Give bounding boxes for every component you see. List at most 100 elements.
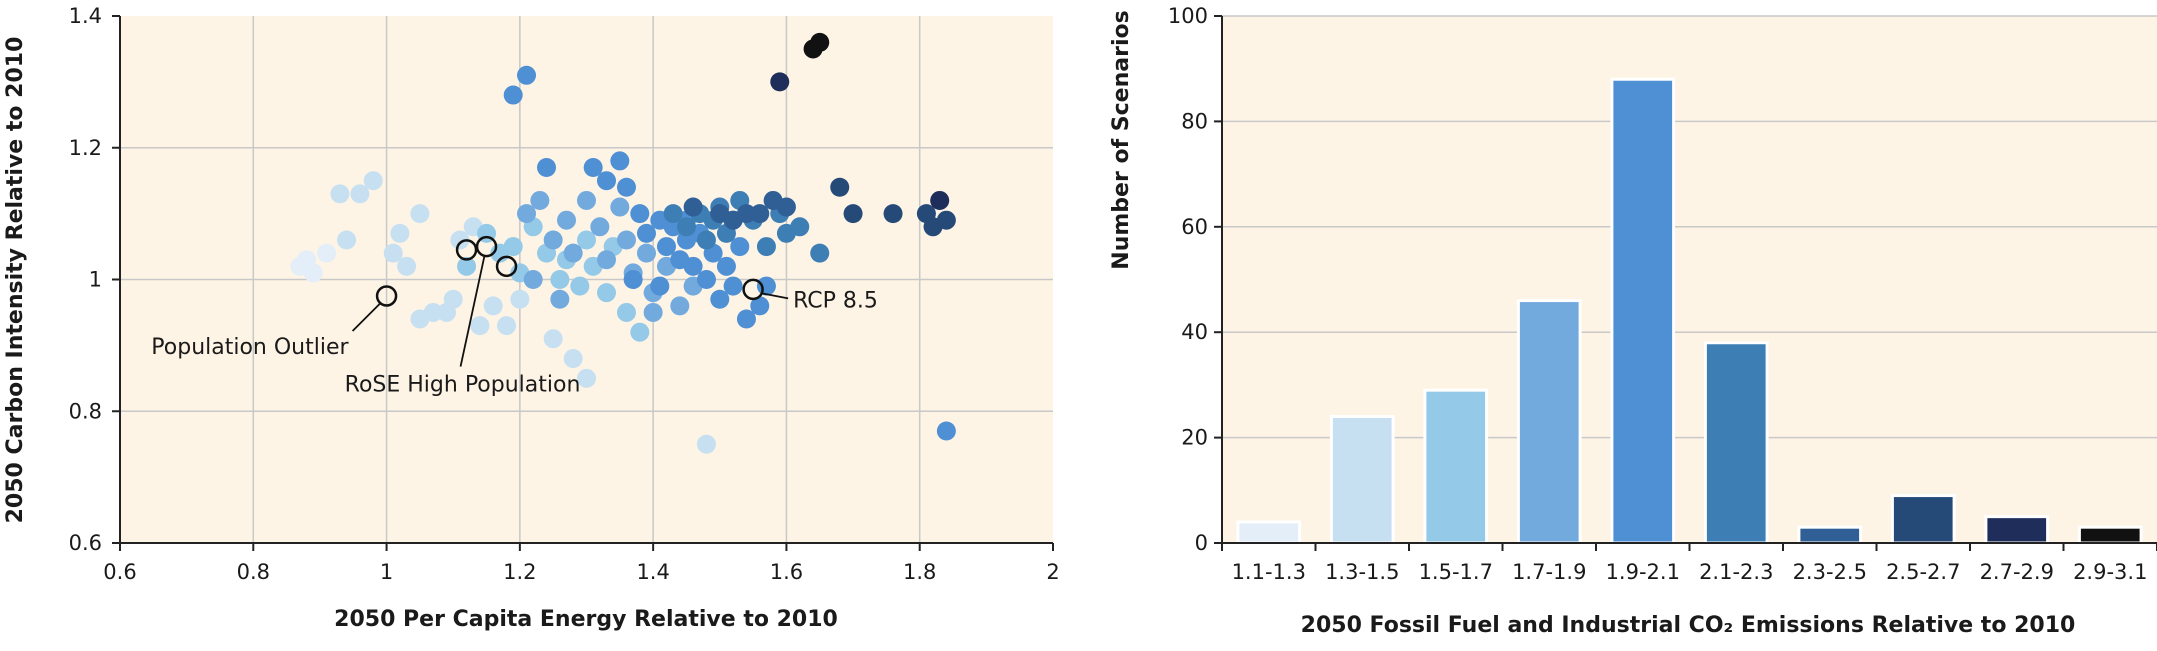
bar <box>1329 415 1395 545</box>
scatter-point <box>710 289 730 309</box>
bar-x-axis-title: 2050 Fossil Fuel and Industrial CO₂ Emis… <box>1301 613 2076 638</box>
scatter-point <box>563 243 583 263</box>
scatter-point <box>390 223 410 243</box>
scatter-point <box>756 237 776 257</box>
scatter-x-tick-label: 1.6 <box>770 560 803 584</box>
highlighted-point <box>495 255 518 278</box>
scatter-point <box>397 256 417 276</box>
scatter-point <box>716 256 736 276</box>
scatter-point <box>610 151 630 171</box>
scatter-y-tick-labels: 0.6 0.8 1 1.2 1.4 <box>69 4 102 555</box>
scatter-point <box>497 316 517 336</box>
highlighted-point <box>375 285 398 307</box>
bar <box>1236 520 1302 545</box>
annotation-leader-line <box>351 302 382 332</box>
bar-x-tick-label: 2.9-3.1 <box>2073 560 2147 584</box>
scatter-point <box>736 309 756 329</box>
scatter-point <box>470 316 490 336</box>
bar <box>1423 388 1489 545</box>
scatter-point <box>616 177 636 197</box>
scatter-x-tick-label: 2 <box>1046 560 1059 584</box>
bar-y-axis-title: Number of Scenarios <box>1109 10 1134 269</box>
scatter-point <box>670 296 690 316</box>
scatter-point <box>770 72 790 92</box>
scatter-point <box>650 276 670 296</box>
scatter-point <box>810 32 830 52</box>
bar-x-tick-label: 1.7-1.9 <box>1512 560 1586 584</box>
scatter-y-tick-label: 0.8 <box>69 399 102 423</box>
scatter-point <box>570 276 590 296</box>
bar-x-tick-label: 2.5-2.7 <box>1886 560 1960 584</box>
bar <box>1797 525 1863 545</box>
scatter-point <box>696 270 716 289</box>
scatter-point <box>550 270 570 289</box>
bar-x-tick-label: 2.1-2.3 <box>1699 560 1773 584</box>
scatter-point <box>630 322 650 342</box>
bar-y-tick-labels: 0 20 40 60 80 100 <box>1168 4 1208 555</box>
scatter-point <box>696 230 716 250</box>
annotation-leader-line <box>459 255 486 367</box>
scatter-point <box>330 184 350 204</box>
scatter-point <box>557 210 577 230</box>
bar <box>2077 525 2143 545</box>
bar-y-tick-label: 80 <box>1181 109 1208 133</box>
bar-chart: 1.1-1.3 1.3-1.5 1.5-1.7 1.7-1.9 1.9-2.1 2.1-2… <box>1109 4 2157 638</box>
bar-y-tick-label: 20 <box>1181 426 1208 450</box>
bar-x-tick-label: 2.3-2.5 <box>1793 560 1867 584</box>
scatter-point <box>636 243 656 263</box>
scatter-point <box>810 243 830 263</box>
scatter-annotations: Population Outlier RoSE High Population RC… <box>151 255 878 398</box>
scatter-point <box>517 204 537 224</box>
scatter-point <box>676 217 696 237</box>
scatter-point <box>410 204 430 224</box>
scatter-axes <box>112 15 1054 551</box>
scatter-point <box>503 85 523 105</box>
scatter-point <box>537 158 557 178</box>
scatter-point <box>503 237 523 257</box>
scatter-point <box>610 197 630 217</box>
scatter-point <box>790 217 810 237</box>
scatter-point <box>577 230 596 250</box>
bar <box>1516 299 1582 545</box>
scatter-x-axis-title: 2050 Per Capita Energy Relative to 2010 <box>334 607 838 632</box>
bar-y-tick-label: 100 <box>1168 4 1208 28</box>
scatter-point <box>623 270 643 289</box>
scatter-point <box>543 230 563 250</box>
scatter-point <box>337 230 357 250</box>
scatter-point <box>643 302 663 322</box>
scatter-point <box>510 289 530 309</box>
scatter-point <box>630 204 650 224</box>
scatter-point <box>883 204 903 224</box>
highlighted-point <box>742 278 764 301</box>
scatter-x-tick-label: 0.6 <box>103 560 136 584</box>
scatter-point <box>423 302 443 322</box>
bar-y-tick-label: 0 <box>1195 531 1208 555</box>
scatter-point <box>303 263 323 283</box>
scatter-y-tick-label: 1 <box>89 268 102 292</box>
scatter-point <box>577 190 596 210</box>
scatter-point <box>736 204 756 224</box>
scatter-point <box>317 243 337 263</box>
bar-x-tick-label: 1.5-1.7 <box>1419 560 1493 584</box>
scatter-point <box>350 184 370 204</box>
highlighted-point <box>455 239 478 261</box>
annotation-leader-line <box>761 292 789 300</box>
highlighted-point <box>475 235 498 258</box>
scatter-y-tick-label: 1.2 <box>69 136 102 160</box>
scatter-y-tick-label: 1.4 <box>69 4 102 28</box>
scatter-point <box>730 237 750 257</box>
scatter-x-tick-label: 1.8 <box>903 560 936 584</box>
scatter-point <box>696 434 716 454</box>
scatter-point <box>936 210 956 230</box>
annotation-rose-high-population: RoSE High Population <box>345 373 581 398</box>
scatter-point <box>450 230 470 250</box>
scatter-point <box>523 270 543 289</box>
scatter-point <box>843 204 863 224</box>
scatter-point <box>723 276 743 296</box>
scatter-point <box>596 250 616 270</box>
scatter-point <box>550 289 570 309</box>
scatter-point <box>563 349 583 369</box>
scatter-point <box>750 296 770 316</box>
scatter-point <box>590 217 610 237</box>
